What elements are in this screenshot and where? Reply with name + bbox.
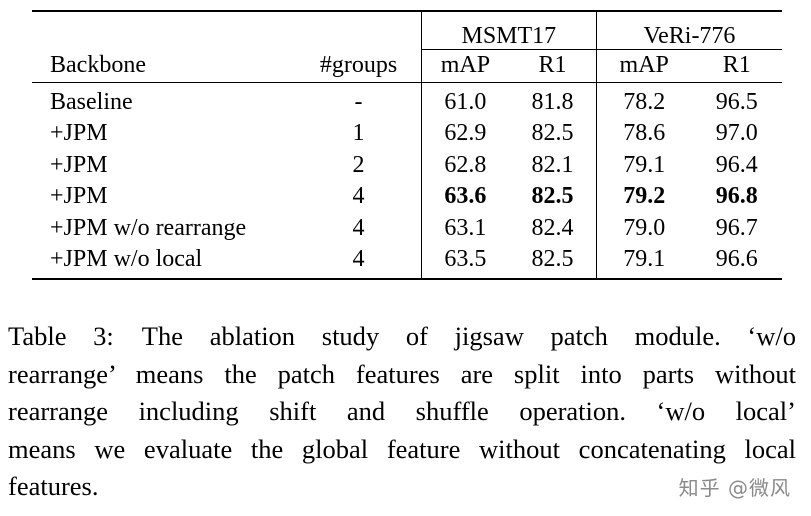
cell-veri-r1: 96.7 xyxy=(715,214,758,241)
cell-backbone: +JPM w/o rearrange xyxy=(50,214,247,241)
cell-veri-map: 79.0 xyxy=(595,212,692,244)
cell-veri-r1: 96.5 xyxy=(715,88,758,115)
dataset-header-msmt17: MSMT17 xyxy=(420,10,597,50)
cell-veri-map: 79.1 xyxy=(595,243,692,280)
caption-line: Table 3: The ablation study of jigsaw pat… xyxy=(8,318,796,356)
caption-line: rearrange’ means the patch features are … xyxy=(8,358,796,389)
cell-veri-map: 78.6 xyxy=(595,117,692,149)
cell-groups: - xyxy=(354,88,363,115)
table-row: Baseline - 61.0 81.8 78.2 96.5 xyxy=(32,82,782,118)
cell-backbone: +JPM xyxy=(50,151,108,178)
cell-groups: 1 xyxy=(352,120,365,147)
caption-label: Table 3: xyxy=(8,321,114,351)
cell-backbone: +JPM xyxy=(50,183,108,210)
cell-msmt-map: 63.5 xyxy=(420,243,510,280)
cell-veri-r1: 96.4 xyxy=(715,151,758,178)
dataset-header-veri776: VeRi-776 xyxy=(595,10,782,50)
col-header-backbone: Backbone xyxy=(32,49,297,83)
cell-backbone: +JPM w/o local xyxy=(32,243,297,280)
cell-backbone: Baseline xyxy=(50,88,133,115)
table-row: +JPM 1 62.9 82.5 78.6 97.0 xyxy=(32,117,782,149)
cell-groups: 4 xyxy=(352,183,365,210)
cell-veri-map: 78.2 xyxy=(595,82,692,118)
cell-msmt-map: 62.9 xyxy=(420,117,510,149)
cell-msmt-map: 63.1 xyxy=(420,212,510,244)
cell-msmt-r1: 82.5 xyxy=(509,243,597,280)
cell-msmt-r1: 82.5 xyxy=(531,120,574,147)
column-header-row: Backbone #groups mAP R1 mAP R1 xyxy=(32,49,782,83)
caption-text: The ablation study of jigsaw patch modul… xyxy=(141,321,796,351)
table-row-best: +JPM 4 63.6 82.5 79.2 96.8 xyxy=(32,180,782,212)
dataset-header-row: MSMT17 VeRi-776 xyxy=(32,10,782,50)
table-caption: Table 3: The ablation study of jigsaw pat… xyxy=(8,318,796,506)
ablation-table-container: MSMT17 VeRi-776 Backbone #groups mAP R1 … xyxy=(32,10,782,280)
cell-groups: 4 xyxy=(296,243,422,280)
table-row: +JPM 2 62.8 82.1 79.1 96.4 xyxy=(32,149,782,181)
cell-veri-r1: 96.6 xyxy=(691,243,782,280)
cell-msmt-map: 62.8 xyxy=(420,149,510,181)
cell-veri-r1: 97.0 xyxy=(715,120,758,147)
caption-line: features. xyxy=(8,471,99,501)
caption-line: means we evaluate the global feature wit… xyxy=(8,433,796,464)
col-header-msmt-map: mAP xyxy=(420,49,510,83)
cell-msmt-r1-best: 82.5 xyxy=(531,183,574,210)
col-header-veri-r1: R1 xyxy=(691,49,782,83)
cell-msmt-map-best: 63.6 xyxy=(420,180,510,212)
ablation-table: MSMT17 VeRi-776 Backbone #groups mAP R1 … xyxy=(32,10,782,280)
table-row: +JPM w/o rearrange 4 63.1 82.4 79.0 96.7 xyxy=(32,212,782,244)
cell-groups: 4 xyxy=(352,214,365,241)
zhihu-watermark: 知乎 @微风 xyxy=(678,476,791,500)
table-row: +JPM w/o local 4 63.5 82.5 79.1 96.6 xyxy=(32,243,782,280)
col-header-msmt-r1: R1 xyxy=(509,49,597,83)
col-header-groups: #groups xyxy=(296,49,422,83)
cell-veri-r1-best: 96.8 xyxy=(715,183,758,210)
cell-groups: 2 xyxy=(352,151,365,178)
cell-backbone: +JPM xyxy=(50,120,108,147)
caption-line: rearrange including shift and shuffle op… xyxy=(8,396,796,426)
cell-msmt-r1: 82.4 xyxy=(531,214,574,241)
cell-msmt-map: 61.0 xyxy=(420,82,510,118)
cell-veri-map: 79.1 xyxy=(595,149,692,181)
cell-veri-map-best: 79.2 xyxy=(595,180,692,212)
col-header-veri-map: mAP xyxy=(595,49,692,83)
cell-msmt-r1: 82.1 xyxy=(531,151,574,178)
cell-msmt-r1: 81.8 xyxy=(531,88,574,115)
